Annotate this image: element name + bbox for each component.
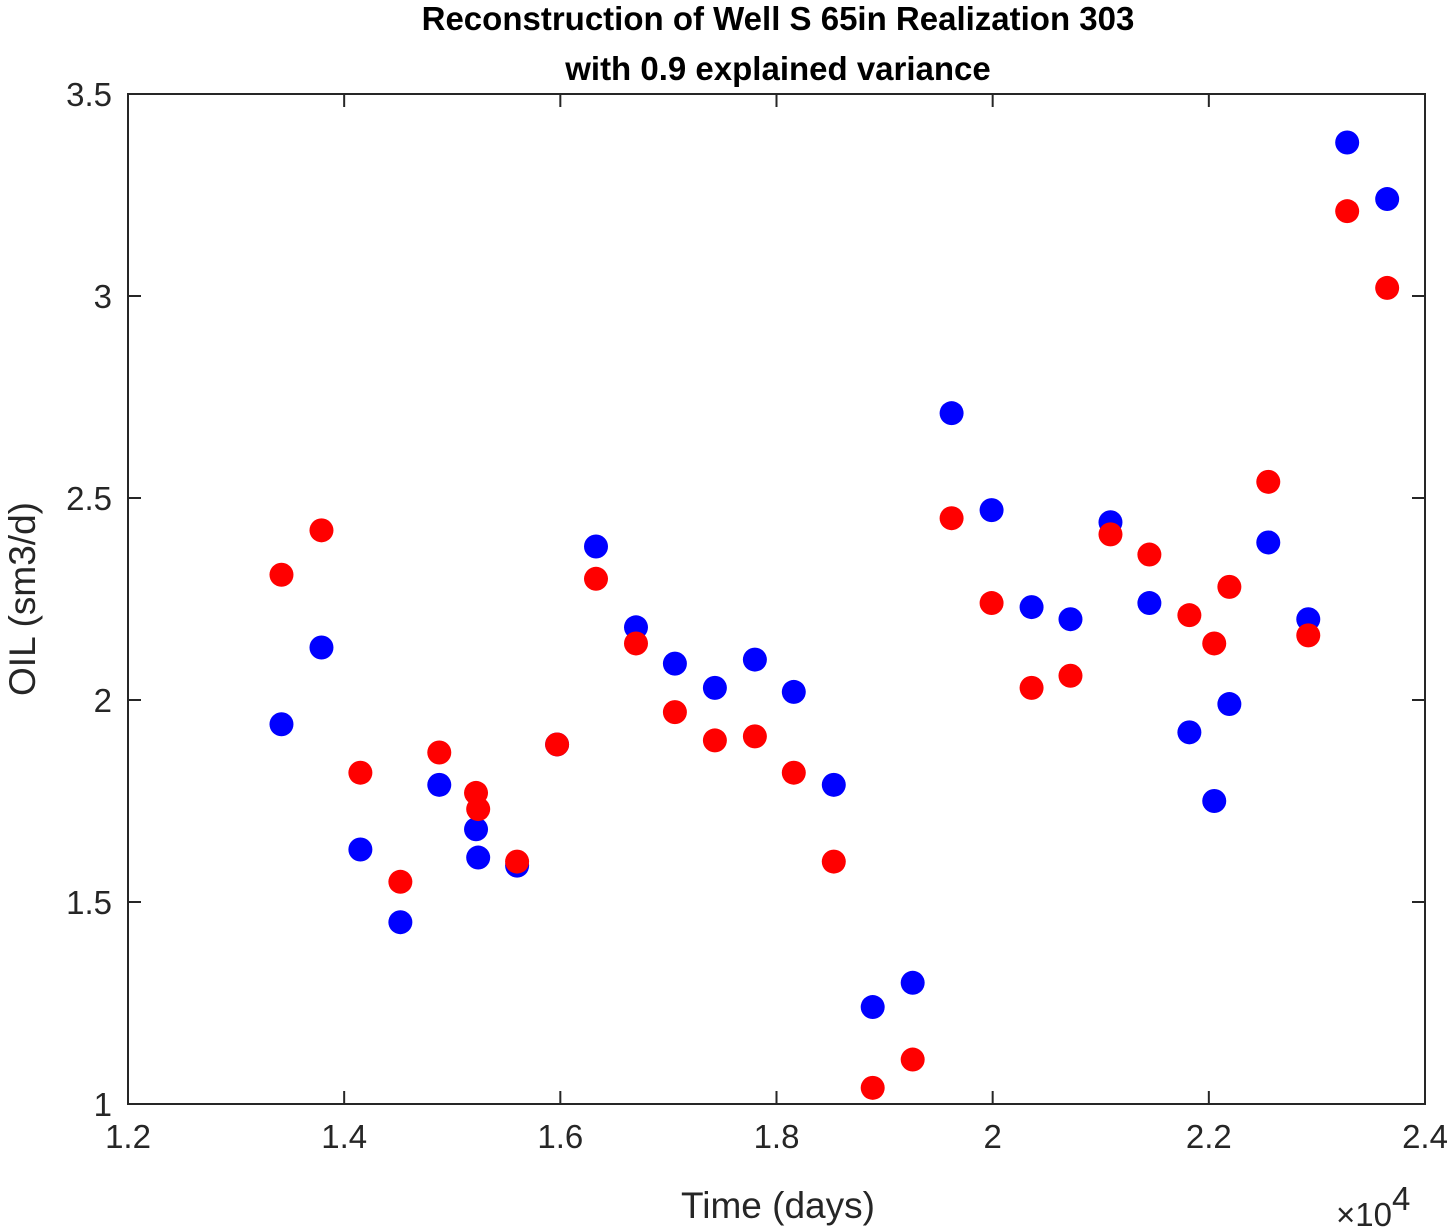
y-axis-label: OIL (sm3/d) — [2, 502, 43, 696]
data-point-red — [979, 591, 1004, 616]
data-point-red — [388, 869, 413, 894]
data-point-red — [1098, 522, 1123, 547]
x-axis-label: Time (days) — [681, 1185, 875, 1226]
x-tick-label: 2.2 — [1186, 1118, 1232, 1155]
y-tick-label: 3.5 — [66, 76, 112, 113]
data-point-red — [1177, 603, 1202, 628]
data-point-red — [821, 849, 846, 874]
data-point-blue — [309, 635, 334, 660]
x-multiplier-exponent: 4 — [1392, 1180, 1410, 1217]
data-point-blue — [939, 401, 964, 426]
data-point-red — [900, 1047, 925, 1072]
data-point-blue — [1217, 692, 1242, 717]
data-point-blue — [1256, 530, 1281, 555]
y-tick-label: 2.5 — [66, 480, 112, 517]
x-tick-label: 2 — [983, 1118, 1001, 1155]
data-point-blue — [1137, 591, 1162, 616]
data-point-red — [860, 1075, 885, 1100]
data-point-red — [1137, 542, 1162, 567]
data-point-red — [1058, 663, 1083, 688]
data-point-blue — [979, 498, 1004, 523]
data-point-red — [1335, 199, 1360, 224]
data-point-red — [1217, 574, 1242, 599]
data-point-red — [623, 631, 648, 656]
data-point-blue — [742, 647, 767, 672]
data-point-red — [781, 760, 806, 785]
data-point-red — [742, 724, 767, 749]
data-point-red — [1202, 631, 1227, 656]
x-tick-label: 1.2 — [105, 1118, 151, 1155]
x-tick-label: 1.4 — [321, 1118, 367, 1155]
data-point-red — [1375, 275, 1400, 300]
data-point-red — [505, 849, 530, 874]
data-point-blue — [466, 845, 491, 870]
data-points — [269, 130, 1400, 1100]
x-axis-multiplier: ×104 — [1336, 1180, 1410, 1228]
x-multiplier-base: ×10 — [1336, 1196, 1392, 1228]
data-point-blue — [1177, 720, 1202, 745]
data-point-blue — [464, 817, 489, 842]
data-point-blue — [1019, 595, 1044, 620]
data-point-blue — [860, 995, 885, 1020]
data-point-blue — [269, 712, 294, 737]
data-point-blue — [427, 772, 452, 797]
data-point-blue — [900, 970, 925, 995]
data-point-red — [269, 562, 294, 587]
data-point-blue — [1058, 607, 1083, 632]
data-point-blue — [388, 910, 413, 935]
data-point-red — [1296, 623, 1321, 648]
data-point-red — [427, 740, 452, 765]
data-point-red — [348, 760, 373, 785]
y-tick-label: 1.5 — [66, 884, 112, 921]
data-point-red — [309, 518, 334, 543]
data-point-red — [939, 506, 964, 531]
y-tick-label: 1 — [94, 1086, 112, 1123]
x-tick-label: 2.4 — [1402, 1118, 1448, 1155]
data-point-blue — [1335, 130, 1360, 155]
data-point-red — [1019, 675, 1044, 700]
x-tick-label: 1.6 — [537, 1118, 583, 1155]
y-tick-label: 3 — [94, 278, 112, 315]
axis-ticks: 1.2 1.4 1.6 1.8 2 2.2 2.4 1 1.5 2 2.5 3 3.5 — [66, 76, 1448, 1155]
data-point-blue — [781, 679, 806, 704]
data-point-blue — [348, 837, 373, 862]
data-point-red — [1256, 469, 1281, 494]
data-point-red — [466, 797, 491, 822]
data-point-blue — [1375, 187, 1400, 212]
data-point-blue — [1202, 789, 1227, 813]
y-tick-label: 2 — [94, 682, 112, 719]
chart-title-line-1: Reconstruction of Well S 65in Realizatio… — [422, 0, 1135, 37]
chart-title-line-2: with 0.9 explained variance — [564, 50, 991, 87]
data-point-blue — [821, 772, 846, 797]
plot-area-frame — [127, 93, 1426, 1105]
data-point-red — [702, 728, 727, 753]
data-point-blue — [584, 534, 609, 559]
data-point-blue — [702, 675, 727, 700]
x-tick-label: 1.8 — [754, 1118, 800, 1155]
data-point-blue — [662, 651, 687, 676]
data-point-red — [662, 700, 687, 725]
data-point-red — [584, 566, 609, 591]
data-point-red — [545, 732, 570, 757]
